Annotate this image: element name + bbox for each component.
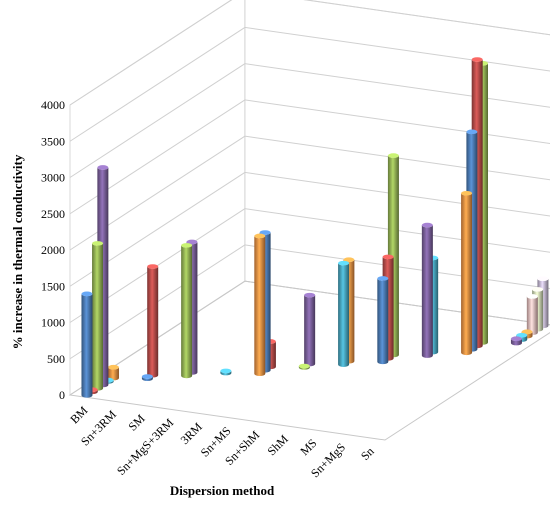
bar-top	[521, 329, 533, 335]
bar-top	[304, 292, 316, 298]
y-tick-label: 500	[47, 352, 65, 366]
bar-body	[147, 266, 159, 378]
bar-body	[181, 245, 193, 379]
x-category-label: BM	[67, 403, 90, 426]
bar-body	[220, 370, 232, 376]
gridline	[69, 63, 550, 178]
bar-top	[516, 332, 528, 338]
bar-body	[107, 367, 119, 381]
bar	[92, 241, 104, 391]
gridline	[69, 99, 550, 215]
bar-top	[343, 257, 355, 263]
bar	[304, 292, 316, 367]
bar	[81, 291, 93, 398]
bar-top	[97, 165, 109, 170]
bar	[141, 374, 153, 382]
bar-top	[387, 153, 399, 158]
x-category-label: MS	[297, 436, 319, 458]
bar-body	[421, 225, 433, 358]
y-tick-label: 3000	[41, 171, 65, 185]
bar-top	[298, 363, 310, 369]
bar-top	[147, 264, 159, 269]
gridline	[69, 208, 550, 323]
bar-body	[510, 338, 522, 346]
bar-body	[254, 235, 266, 377]
bar	[147, 264, 159, 378]
bar-top	[421, 222, 433, 228]
y-axis-ticks: 0 500 1000 1500 2000 2500 3000 3500 4000	[41, 98, 65, 402]
y-tick-label: 1500	[41, 279, 65, 293]
gridline	[69, 135, 550, 251]
gridline	[69, 0, 550, 106]
gridline	[69, 244, 550, 360]
bar-top	[181, 243, 193, 248]
bar-group	[81, 57, 549, 398]
bar-top	[510, 336, 522, 342]
y-tick-label: 1000	[41, 316, 65, 330]
bar	[220, 368, 232, 376]
bar	[461, 190, 473, 356]
x-category-label: 3RM	[178, 419, 206, 447]
y-tick-label: 2000	[41, 243, 65, 257]
bar	[298, 363, 310, 370]
bar-top	[466, 129, 478, 135]
bar-top	[107, 364, 119, 370]
bar	[526, 294, 538, 336]
bar-top	[141, 374, 153, 379]
bar	[181, 243, 193, 379]
bar	[377, 276, 389, 365]
bar	[254, 233, 266, 377]
bar-top	[259, 230, 271, 235]
bar-body	[92, 243, 104, 391]
y-tick-label: 2500	[41, 207, 65, 221]
gridline	[69, 171, 550, 287]
y-tick-label: 4000	[41, 98, 65, 112]
x-axis-title: Dispersion method	[170, 483, 275, 498]
bar-top	[526, 294, 538, 299]
bar-body	[338, 263, 350, 367]
bar-top	[382, 254, 394, 260]
bar-top	[254, 233, 266, 239]
x-category-label: SM	[126, 411, 148, 433]
bar-top	[220, 368, 232, 374]
bar-top	[532, 287, 544, 292]
bar-body	[298, 366, 310, 370]
bar	[421, 222, 433, 358]
bar-top	[338, 260, 350, 266]
bar-top	[186, 239, 198, 245]
y-axis-title: % increase in thermal conductivity	[10, 154, 25, 349]
x-category-label: ShM	[264, 432, 291, 459]
bar	[107, 364, 119, 381]
bar-top	[471, 57, 483, 62]
bar-body	[377, 278, 389, 365]
bar-body	[526, 296, 538, 336]
bar	[510, 336, 522, 346]
x-category-label: Sn+MgS+3RM	[114, 415, 177, 478]
y-tick-label: 3500	[41, 134, 65, 148]
bar-top	[461, 190, 473, 196]
x-category-label: Sn	[358, 444, 377, 463]
gridline	[69, 26, 550, 142]
bar-top	[537, 276, 549, 282]
bar-body	[141, 376, 153, 382]
bar-top	[92, 241, 104, 246]
bar-body	[304, 295, 316, 367]
bar-top	[377, 276, 389, 281]
bar-body	[81, 293, 93, 398]
bar	[338, 260, 350, 367]
bar-top	[81, 291, 93, 297]
bar-body	[461, 193, 473, 356]
y-tick-label: 0	[59, 388, 65, 402]
